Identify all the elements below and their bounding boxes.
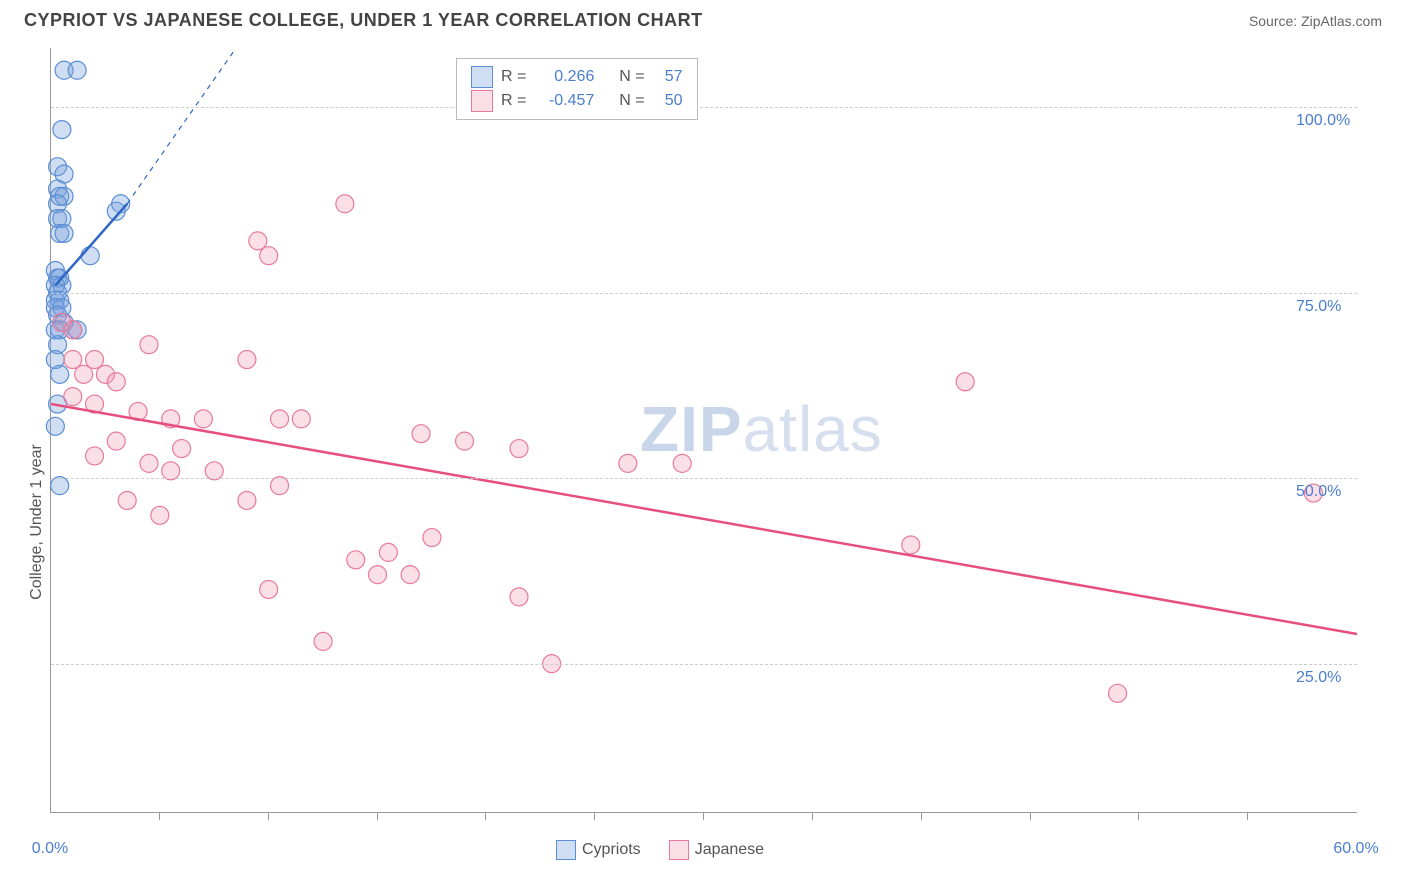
scatter-point [510, 440, 528, 458]
scatter-point [51, 365, 69, 383]
r-label: R = [501, 65, 526, 89]
plot-area [50, 48, 1357, 813]
scatter-point [238, 351, 256, 369]
x-tick-mark [1247, 812, 1248, 820]
r-value: -0.457 [534, 89, 594, 113]
scatter-point [1109, 684, 1127, 702]
r-value: 0.266 [534, 65, 594, 89]
x-tick-mark [377, 812, 378, 820]
scatter-point [107, 373, 125, 391]
y-axis-label: College, Under 1 year [28, 444, 46, 600]
series-legend-item: Japanese [669, 840, 764, 860]
scatter-point [173, 440, 191, 458]
scatter-point [271, 477, 289, 495]
scatter-point [412, 425, 430, 443]
source-prefix: Source: [1249, 13, 1301, 29]
scatter-point [673, 454, 691, 472]
scatter-point [260, 247, 278, 265]
x-tick-mark [485, 812, 486, 820]
scatter-point [271, 410, 289, 428]
y-tick-label: 25.0% [1296, 669, 1341, 687]
x-tick-label: 0.0% [32, 840, 68, 858]
scatter-point [51, 477, 69, 495]
x-tick-mark [1138, 812, 1139, 820]
legend-swatch [669, 840, 689, 860]
x-tick-mark [594, 812, 595, 820]
scatter-point [140, 336, 158, 354]
scatter-point [194, 410, 212, 428]
series-name: Cypriots [582, 841, 641, 858]
scatter-point [456, 432, 474, 450]
scatter-point [423, 529, 441, 547]
legend-swatch [556, 840, 576, 860]
scatter-point [64, 321, 82, 339]
scatter-point [401, 566, 419, 584]
scatter-point [46, 417, 64, 435]
x-tick-mark [921, 812, 922, 820]
scatter-point [162, 462, 180, 480]
scatter-point [902, 536, 920, 554]
y-tick-label: 75.0% [1296, 298, 1341, 316]
series-name: Japanese [695, 841, 764, 858]
scatter-point [75, 365, 93, 383]
grid-line [51, 478, 1357, 479]
scatter-point [369, 566, 387, 584]
scatter-point [55, 224, 73, 242]
x-tick-mark [703, 812, 704, 820]
scatter-point [205, 462, 223, 480]
source-name: ZipAtlas.com [1301, 13, 1382, 29]
scatter-point [81, 247, 99, 265]
n-value: 50 [653, 89, 683, 113]
scatter-point [53, 121, 71, 139]
scatter-point [249, 232, 267, 250]
scatter-point [64, 388, 82, 406]
trend-line-extrapolated [127, 48, 236, 204]
scatter-point [379, 543, 397, 561]
scatter-point [510, 588, 528, 606]
x-tick-mark [268, 812, 269, 820]
x-tick-label: 60.0% [1333, 840, 1378, 858]
y-tick-label: 50.0% [1296, 483, 1341, 501]
scatter-point [314, 632, 332, 650]
scatter-point [86, 351, 104, 369]
r-label: R = [501, 89, 526, 113]
chart-source: Source: ZipAtlas.com [1249, 13, 1382, 29]
scatter-point [107, 432, 125, 450]
trend-line [51, 404, 1357, 634]
x-tick-mark [159, 812, 160, 820]
scatter-point [118, 491, 136, 509]
n-label: N = [619, 89, 644, 113]
scatter-point [140, 454, 158, 472]
legend-swatch [471, 66, 493, 88]
scatter-point [260, 580, 278, 598]
scatter-svg [51, 48, 1357, 812]
grid-line [51, 293, 1357, 294]
scatter-point [619, 454, 637, 472]
legend-row: R = -0.457 N = 50 [471, 89, 683, 113]
scatter-point [68, 61, 86, 79]
n-label: N = [619, 65, 644, 89]
series-legend-item: Cypriots [556, 840, 641, 860]
x-tick-mark [1030, 812, 1031, 820]
grid-line [51, 107, 1357, 108]
scatter-point [86, 447, 104, 465]
scatter-point [238, 491, 256, 509]
legend-row: R = 0.266 N = 57 [471, 65, 683, 89]
correlation-legend-box: R = 0.266 N = 57 R = -0.457 N = 50 [456, 58, 698, 120]
chart-title: CYPRIOT VS JAPANESE COLLEGE, UNDER 1 YEA… [24, 10, 703, 31]
scatter-point [347, 551, 365, 569]
scatter-point [956, 373, 974, 391]
series-legend: Cypriots Japanese [556, 840, 764, 860]
grid-line [51, 664, 1357, 665]
scatter-point [64, 351, 82, 369]
y-tick-label: 100.0% [1296, 112, 1350, 130]
n-value: 57 [653, 65, 683, 89]
x-tick-mark [812, 812, 813, 820]
scatter-point [336, 195, 354, 213]
scatter-point [151, 506, 169, 524]
scatter-point [292, 410, 310, 428]
legend-swatch [471, 90, 493, 112]
chart-header: CYPRIOT VS JAPANESE COLLEGE, UNDER 1 YEA… [0, 0, 1406, 37]
